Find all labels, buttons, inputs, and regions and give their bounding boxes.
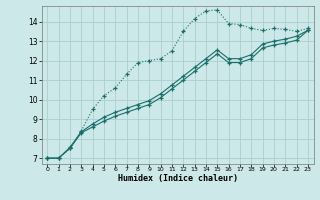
X-axis label: Humidex (Indice chaleur): Humidex (Indice chaleur) — [118, 174, 237, 183]
